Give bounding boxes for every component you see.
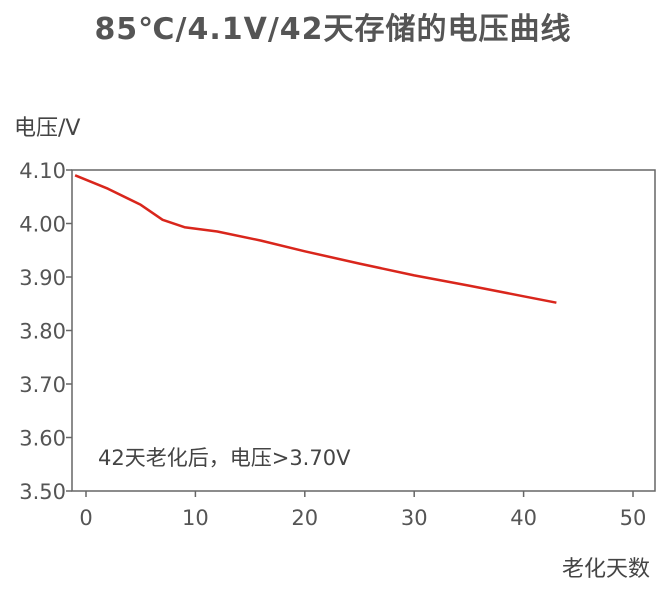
y-axis-label: 电压/V (14, 116, 81, 141)
y-tick-label: 4.00 (19, 213, 66, 237)
x-tick-label: 30 (401, 506, 428, 530)
series-lines (74, 174, 557, 304)
y-tick-label: 3.70 (19, 373, 66, 397)
y-tick-label: 3.80 (19, 320, 66, 344)
x-tick-label: 20 (291, 506, 318, 530)
annotation-text: 42天老化后，电压>3.70V (98, 446, 351, 470)
x-tick-label: 10 (182, 506, 209, 530)
y-tick-label: 3.60 (19, 427, 66, 451)
y-tick-label: 3.90 (19, 266, 66, 290)
x-tick-label: 50 (620, 506, 647, 530)
y-ticks: 4.10 4.00 3.90 3.80 3.70 3.60 3.50 (19, 159, 72, 504)
x-ticks: 0 10 20 30 40 50 (79, 491, 646, 530)
chart-title: 85℃/4.1V/42天存储的电压曲线 (94, 12, 572, 47)
x-tick-label: 0 (79, 506, 92, 530)
x-tick-label: 40 (510, 506, 537, 530)
y-tick-label: 3.50 (19, 480, 66, 504)
voltage-series-line (74, 174, 557, 304)
y-tick-label: 4.10 (19, 159, 66, 183)
x-axis-label: 老化天数 (561, 557, 650, 582)
